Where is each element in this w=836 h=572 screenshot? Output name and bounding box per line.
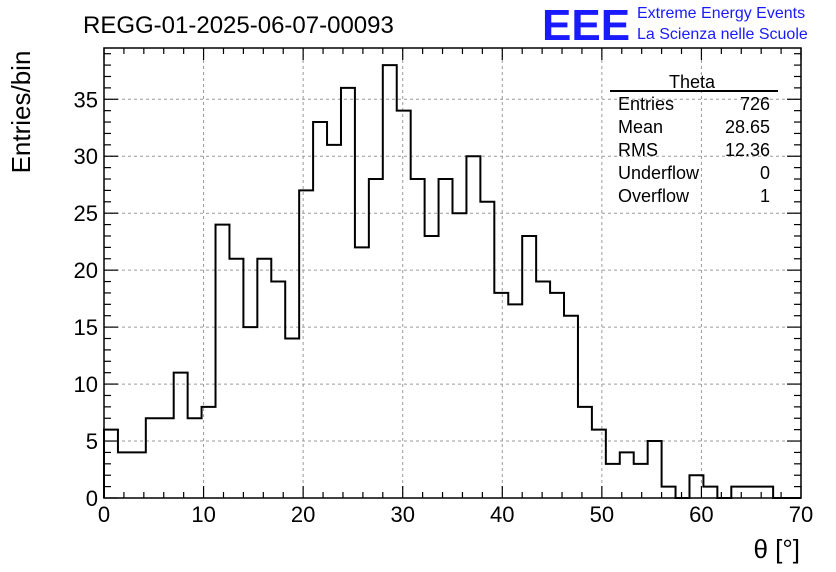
histogram-bins <box>104 65 773 498</box>
histogram-bin <box>327 145 341 498</box>
histogram-bin <box>494 293 508 498</box>
x-tick-label: 10 <box>191 502 215 527</box>
x-tick-label: 60 <box>689 502 713 527</box>
chart-title: REGG-01-2025-06-07-00093 <box>83 12 394 39</box>
stats-row-value: 12.36 <box>725 140 770 160</box>
histogram-bin <box>285 339 299 498</box>
histogram-bin <box>634 464 648 498</box>
histogram-bin <box>397 111 411 498</box>
y-tick-label: 35 <box>74 87 98 112</box>
histogram-bin <box>550 293 564 498</box>
stats-row-label: Overflow <box>618 186 690 206</box>
histogram-bin <box>620 452 634 498</box>
histogram-bin <box>383 65 397 498</box>
histogram-bin <box>745 487 759 498</box>
eee-logo: EEE Extreme Energy Events La Scienza nel… <box>542 1 808 50</box>
histogram-bin <box>313 122 327 498</box>
y-tick-label: 25 <box>74 201 98 226</box>
histogram-bin <box>731 487 745 498</box>
stats-row-label: Mean <box>618 117 663 137</box>
stats-row-value: 726 <box>740 94 770 114</box>
histogram-bin <box>439 179 453 498</box>
y-tick-label: 0 <box>86 486 98 511</box>
histogram-bin <box>257 259 271 498</box>
stats-row-value: 1 <box>760 186 770 206</box>
histogram-bin <box>160 418 174 498</box>
grid-lines <box>104 48 801 498</box>
stats-row-label: Underflow <box>618 163 700 183</box>
histogram-bin <box>703 487 717 498</box>
histogram-bin <box>132 452 146 498</box>
stats-row-value: 0 <box>760 163 770 183</box>
histogram-outline <box>103 64 801 499</box>
x-tick-label: 30 <box>390 502 414 527</box>
stats-box-title: Theta <box>669 72 716 92</box>
histogram-bin <box>341 88 355 498</box>
histogram-bin <box>271 282 285 498</box>
x-tick-label: 20 <box>291 502 315 527</box>
x-tick-label: 70 <box>789 502 813 527</box>
histogram-bin <box>229 259 243 498</box>
y-tick-label: 30 <box>74 144 98 169</box>
y-tick-label: 10 <box>74 372 98 397</box>
y-tick-label: 5 <box>86 429 98 454</box>
histogram-bin <box>146 418 160 498</box>
y-tick-label: 15 <box>74 315 98 340</box>
histogram-bin <box>592 430 606 498</box>
histogram-bin <box>411 179 425 498</box>
x-axis-label: θ [°] <box>753 534 800 564</box>
plot-frame <box>103 47 802 499</box>
x-tick-label: 40 <box>490 502 514 527</box>
histogram-bin <box>648 441 662 498</box>
eee-logo-line2: La Scienza nelle Scuole <box>637 26 808 43</box>
x-axis-ticks: 0 10 20 30 40 50 60 70 <box>98 48 813 527</box>
eee-logo-mark: EEE <box>542 1 630 50</box>
stats-box-rows: Entries 726 Mean 28.65 RMS 12.36 Underflow 0 Ove… <box>618 94 770 206</box>
stats-row-value: 28.65 <box>725 117 770 137</box>
histogram-bin <box>453 213 467 498</box>
histogram-bin <box>578 407 592 498</box>
stats-row-label: Entries <box>618 94 674 114</box>
histogram-bin <box>522 236 536 498</box>
histogram-bin <box>508 304 522 498</box>
histogram-bin <box>355 247 369 498</box>
histogram-bin <box>188 418 202 498</box>
x-tick-label: 50 <box>590 502 614 527</box>
histogram-bin <box>606 464 620 498</box>
histogram-bin <box>425 236 439 498</box>
histogram-bin <box>662 487 676 498</box>
histogram-bin <box>299 190 313 498</box>
stats-row-label: RMS <box>618 140 658 160</box>
histogram-bin <box>369 179 383 498</box>
histogram-bin <box>564 316 578 498</box>
stats-box: Theta Entries 726 Mean 28.65 RMS 12.36 Underfl… <box>610 72 778 206</box>
histogram-bin <box>174 373 188 498</box>
histogram-bin <box>480 202 494 498</box>
histogram-bin <box>216 225 230 498</box>
histogram-bin <box>536 282 550 498</box>
histogram-bin <box>118 452 132 498</box>
eee-logo-line1: Extreme Energy Events <box>637 5 805 22</box>
y-tick-label: 20 <box>74 258 98 283</box>
histogram-bin <box>243 327 257 498</box>
y-axis-label: Entries/bin <box>6 51 36 174</box>
x-tick-label: 0 <box>98 502 110 527</box>
